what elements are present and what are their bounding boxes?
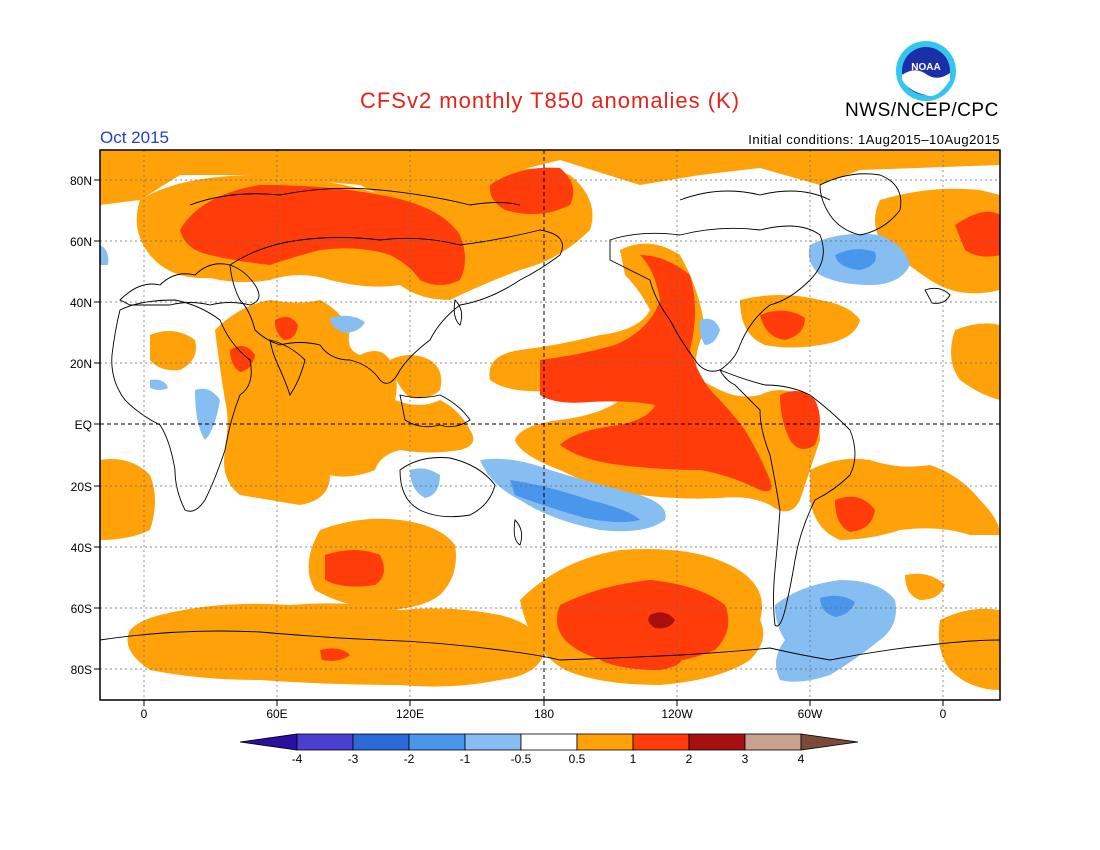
colorbar-label: 4 xyxy=(798,752,805,766)
strong-cool-regions xyxy=(510,249,876,617)
colorbar-label: 3 xyxy=(742,752,749,766)
colorbar-label: -4 xyxy=(292,752,303,766)
lat-label: 20S xyxy=(71,480,92,494)
colorbar-segment xyxy=(688,733,746,751)
colorbar-segment xyxy=(408,733,466,751)
lon-label: 0 xyxy=(141,707,148,721)
colorbar-segment xyxy=(520,733,578,751)
coastlines xyxy=(100,173,1000,661)
colorbar-segment xyxy=(632,733,690,751)
lat-label: 80S xyxy=(71,663,92,677)
lat-label: 40S xyxy=(71,541,92,555)
initial-conditions: Initial conditions: 1Aug2015–10Aug2015 xyxy=(748,132,1000,147)
colorbar-label: 0.5 xyxy=(569,752,586,766)
colorbar-segment xyxy=(576,733,634,751)
colorbar xyxy=(239,733,859,751)
lat-lon-grid xyxy=(100,150,1000,700)
colorbar-segment xyxy=(352,733,410,751)
svg-text:NOAA: NOAA xyxy=(911,62,940,73)
colorbar-label: -0.5 xyxy=(511,752,532,766)
colorbar-label: 2 xyxy=(686,752,693,766)
lon-label: 60E xyxy=(266,707,287,721)
noaa-logo: NOAA xyxy=(896,41,956,101)
colorbar-label: 1 xyxy=(630,752,637,766)
lat-label: 40N xyxy=(70,296,92,310)
colorbar-label: -2 xyxy=(404,752,415,766)
lon-label: 120W xyxy=(661,707,693,721)
extreme-warm-region xyxy=(648,612,675,629)
latitude-labels: 80N 60N 40N 20N EQ 20S 40S 60S 80S xyxy=(70,174,92,677)
colorbar-label: -3 xyxy=(348,752,359,766)
lat-label: EQ xyxy=(75,418,92,432)
lat-label: 20N xyxy=(70,357,92,371)
colorbar-segment xyxy=(239,733,298,751)
map-frame xyxy=(99,149,1001,701)
forecast-month: Oct 2015 xyxy=(100,128,169,147)
colorbar-label: -1 xyxy=(460,752,471,766)
lat-label: 60N xyxy=(70,235,92,249)
colorbar-labels: -4 -3 -2 -1 -0.5 0.5 1 2 3 4 xyxy=(292,752,805,766)
lon-label: 180 xyxy=(534,707,554,721)
lon-label: 0 xyxy=(940,707,947,721)
lat-label: 60S xyxy=(71,602,92,616)
agency-credit: NWS/NCEP/CPC xyxy=(845,100,999,121)
lat-label: 80N xyxy=(70,174,92,188)
lon-label: 120E xyxy=(396,707,424,721)
colorbar-segment xyxy=(744,733,802,751)
longitude-labels: 0 60E 120E 180 120W 60W 0 xyxy=(141,707,947,721)
colorbar-segment xyxy=(296,733,354,751)
colorbar-segment xyxy=(800,733,859,751)
lon-label: 60W xyxy=(798,707,823,721)
map-title: CFSv2 monthly T850 anomalies (K) xyxy=(359,88,741,113)
colorbar-segment xyxy=(464,733,522,751)
warm-anomaly-regions xyxy=(100,150,1000,690)
